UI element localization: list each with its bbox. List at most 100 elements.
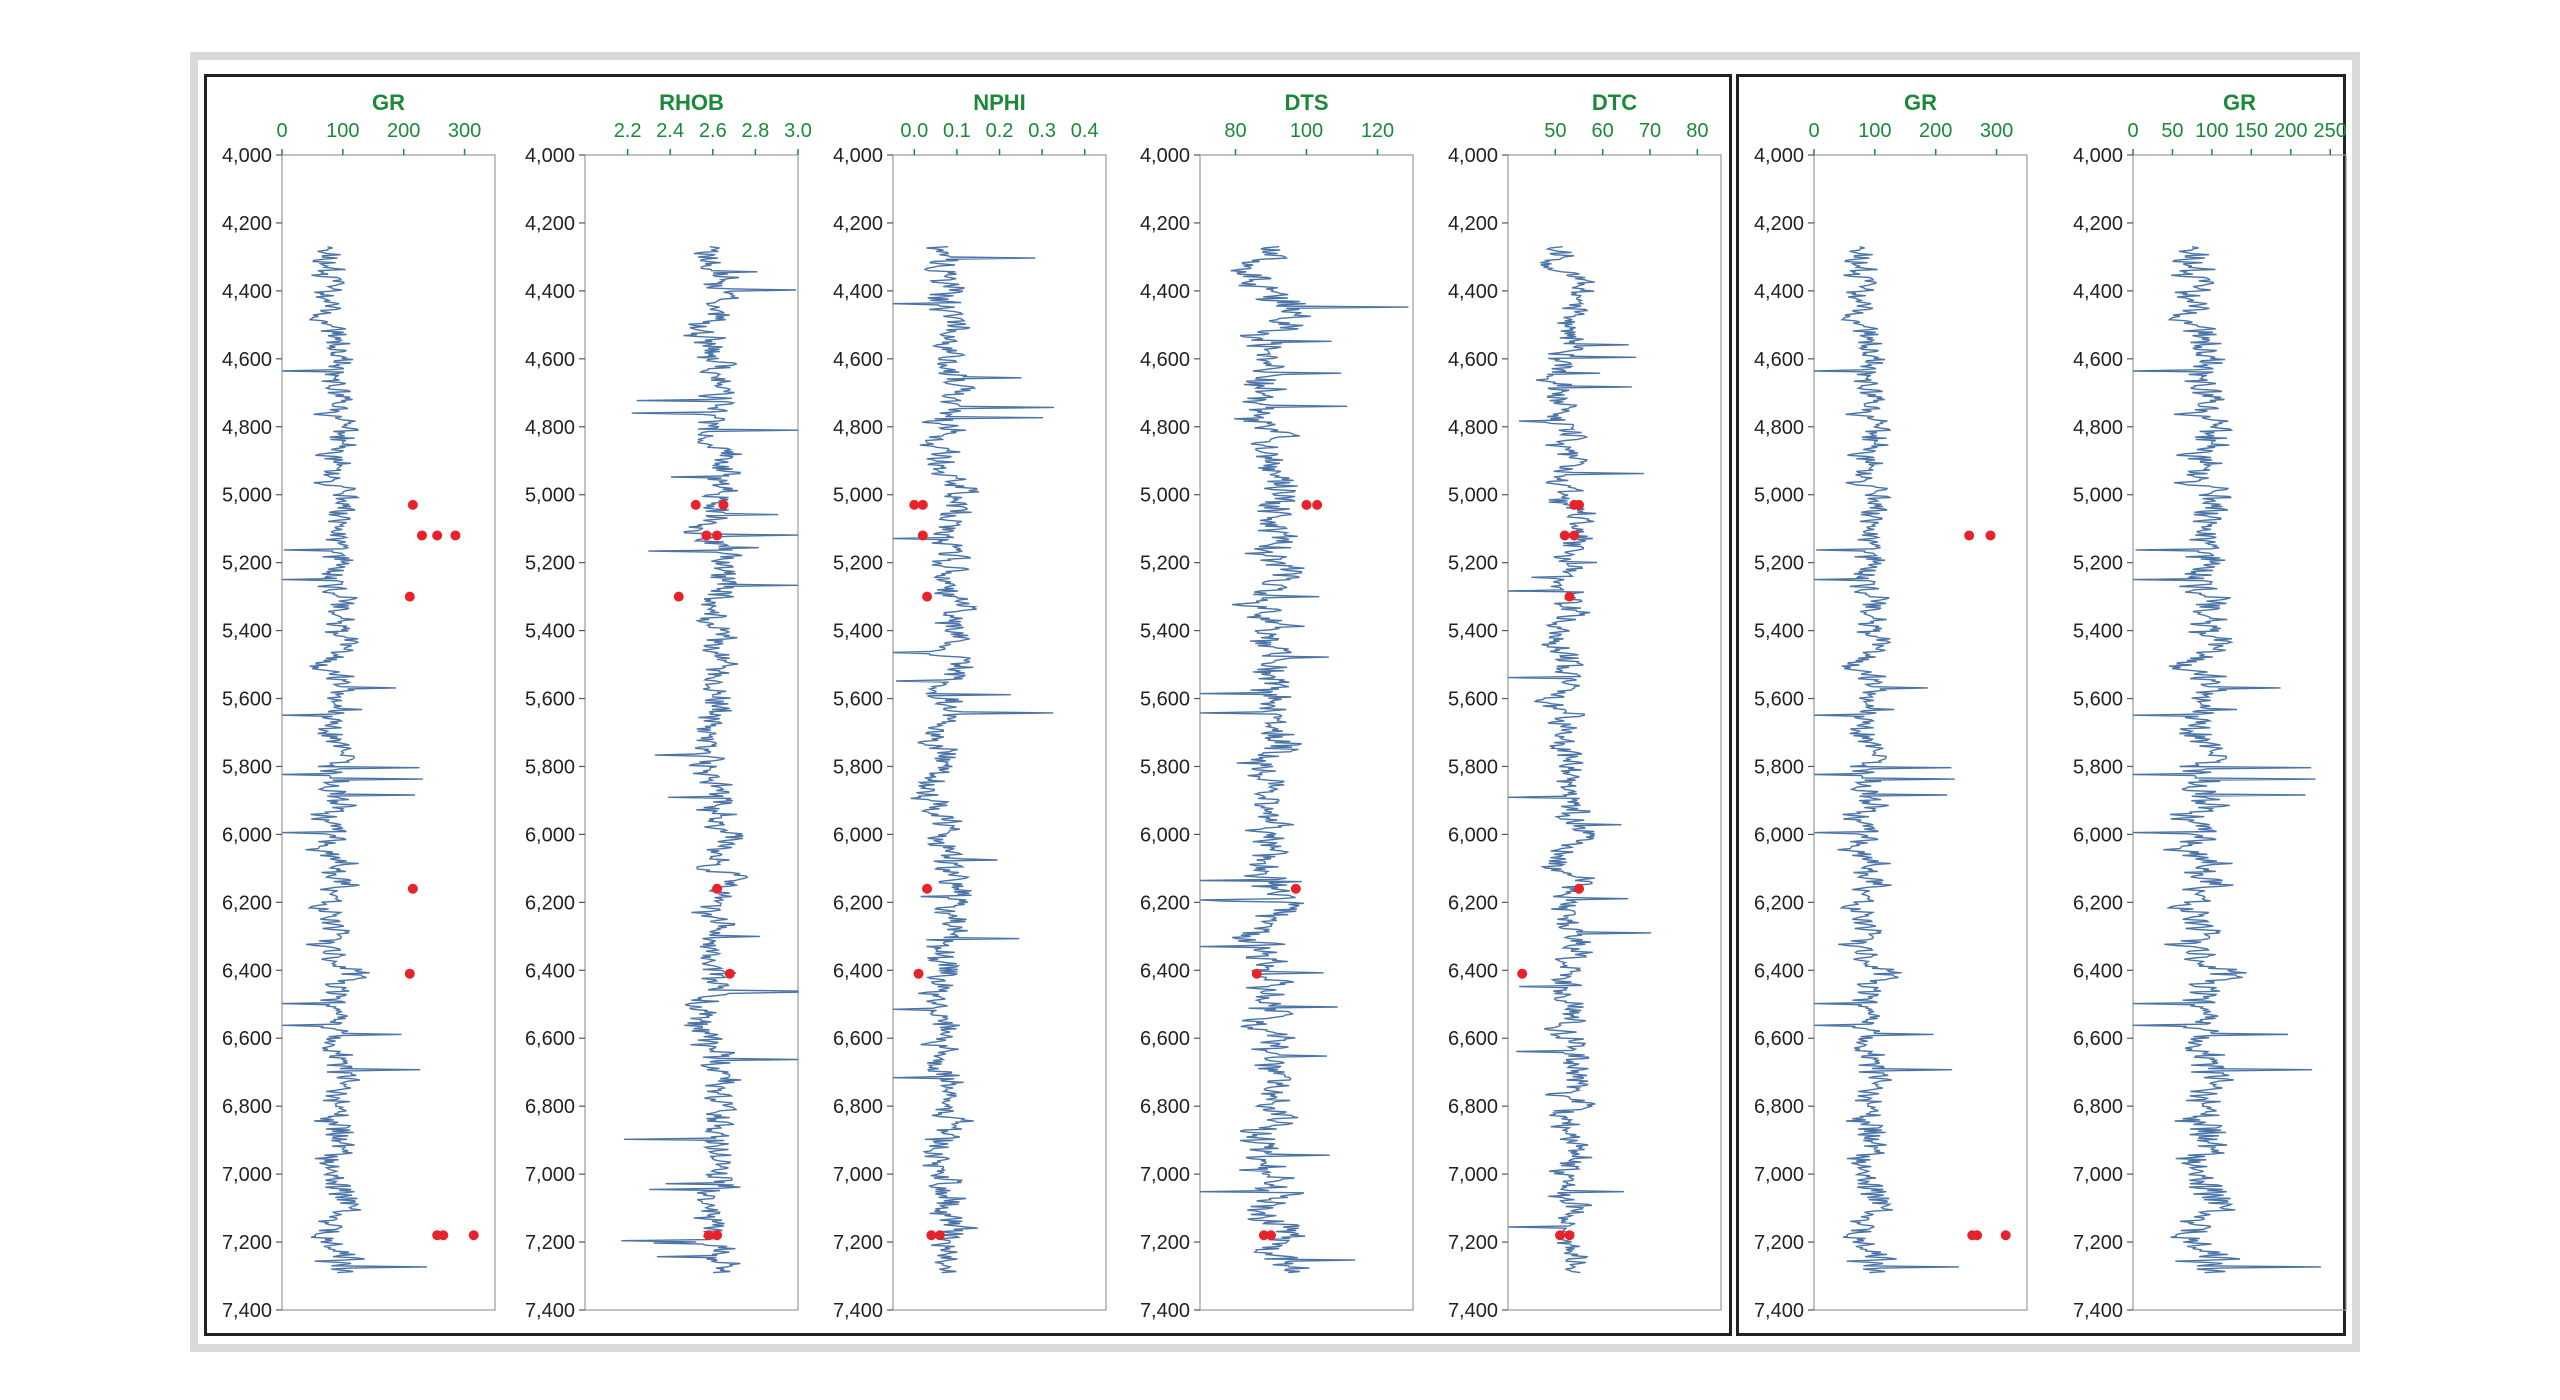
x-tick-label: 2.6 bbox=[699, 120, 727, 142]
depth-tick-label: 6,000 bbox=[833, 824, 883, 846]
depth-tick-label: 7,400 bbox=[1754, 1300, 1804, 1322]
depth-tick-label: 5,600 bbox=[222, 689, 272, 711]
depth-tick-label: 4,200 bbox=[525, 213, 575, 235]
depth-tick-label: 4,200 bbox=[222, 213, 272, 235]
outlier-point bbox=[1569, 530, 1580, 541]
x-tick-label: 100 bbox=[1858, 120, 1891, 142]
outlier-point bbox=[1301, 499, 1312, 510]
track-title: GR bbox=[372, 90, 405, 115]
depth-tick-label: 6,400 bbox=[833, 960, 883, 982]
panel-corrected-gr bbox=[1736, 74, 2346, 1336]
depth-tick-label: 4,800 bbox=[833, 417, 883, 439]
depth-tick-label: 5,200 bbox=[525, 553, 575, 575]
track-title: DTC bbox=[1592, 90, 1637, 115]
depth-tick-label: 7,000 bbox=[525, 1164, 575, 1186]
depth-tick-label: 6,200 bbox=[1448, 892, 1498, 914]
depth-tick-label: 5,800 bbox=[833, 756, 883, 778]
depth-tick-label: 6,200 bbox=[833, 892, 883, 914]
depth-tick-label: 4,000 bbox=[1448, 145, 1498, 167]
outlier-point bbox=[1251, 968, 1262, 979]
depth-tick-label: 4,600 bbox=[525, 349, 575, 371]
depth-tick-label: 7,000 bbox=[1754, 1164, 1804, 1186]
depth-tick-label: 5,200 bbox=[2073, 553, 2123, 575]
depth-tick-label: 5,600 bbox=[833, 689, 883, 711]
depth-tick-label: 5,800 bbox=[222, 756, 272, 778]
x-tick-label: 250 bbox=[2314, 120, 2347, 142]
depth-tick-label: 5,800 bbox=[2073, 756, 2123, 778]
depth-tick-label: 4,800 bbox=[2073, 417, 2123, 439]
x-tick-label: 100 bbox=[326, 120, 359, 142]
x-tick-label: 70 bbox=[1639, 120, 1661, 142]
outlier-point bbox=[1266, 1230, 1276, 1241]
outlier-point bbox=[724, 968, 735, 979]
depth-tick-label: 7,200 bbox=[833, 1232, 883, 1254]
track-frame bbox=[1813, 154, 2028, 1311]
outlier-point bbox=[1574, 883, 1584, 894]
depth-tick-label: 4,400 bbox=[222, 281, 272, 303]
depth-tick-label: 6,600 bbox=[222, 1028, 272, 1050]
depth-tick-label: 4,400 bbox=[1754, 281, 1804, 303]
depth-tick-label: 6,000 bbox=[2073, 824, 2123, 846]
outlier-point bbox=[909, 499, 920, 510]
track-frame bbox=[281, 154, 496, 1311]
x-tick-label: 200 bbox=[1919, 120, 1952, 142]
depth-tick-label: 6,000 bbox=[1140, 824, 1190, 846]
outlier-point bbox=[1290, 883, 1301, 894]
depth-tick-label: 6,800 bbox=[525, 1096, 575, 1118]
depth-tick-label: 5,000 bbox=[222, 485, 272, 507]
x-tick-label: 2.8 bbox=[741, 120, 769, 142]
depth-tick-label: 7,400 bbox=[525, 1300, 575, 1322]
depth-tick-label: 5,600 bbox=[2073, 689, 2123, 711]
x-tick-label: 3.0 bbox=[784, 120, 812, 142]
x-tick-label: 200 bbox=[2274, 120, 2307, 142]
x-tick-label: 0 bbox=[2127, 120, 2138, 142]
outlier-point bbox=[1564, 591, 1575, 602]
outlier-point bbox=[712, 530, 723, 541]
outlier-point bbox=[934, 1230, 945, 1241]
outlier-point bbox=[468, 1230, 479, 1241]
depth-tick-label: 5,400 bbox=[525, 621, 575, 643]
log-curve bbox=[892, 246, 1055, 1274]
depth-tick-label: 5,000 bbox=[1140, 485, 1190, 507]
depth-tick-label: 7,000 bbox=[1140, 1164, 1190, 1186]
outlier-point bbox=[1559, 530, 1570, 541]
outlier-point bbox=[404, 968, 415, 979]
depth-tick-label: 5,400 bbox=[222, 621, 272, 643]
depth-tick-label: 6,200 bbox=[525, 892, 575, 914]
outlier-point bbox=[1574, 499, 1584, 510]
log-curve bbox=[1813, 246, 1960, 1274]
outlier-point bbox=[917, 499, 928, 510]
outlier-point bbox=[1555, 1230, 1566, 1241]
depth-tick-label: 4,600 bbox=[1754, 349, 1804, 371]
depth-tick-label: 4,000 bbox=[525, 145, 575, 167]
depth-tick-label: 5,600 bbox=[1754, 689, 1804, 711]
depth-tick-label: 5,200 bbox=[833, 553, 883, 575]
track-frame bbox=[1199, 154, 1414, 1311]
x-tick-label: 0.1 bbox=[943, 120, 971, 142]
depth-tick-label: 6,400 bbox=[525, 960, 575, 982]
depth-tick-label: 6,600 bbox=[2073, 1028, 2123, 1050]
depth-tick-label: 4,600 bbox=[1448, 349, 1498, 371]
outlier-point bbox=[404, 591, 415, 602]
depth-tick-label: 5,800 bbox=[1140, 756, 1190, 778]
depth-tick-label: 4,800 bbox=[222, 417, 272, 439]
depth-tick-label: 6,400 bbox=[1140, 960, 1190, 982]
outlier-point bbox=[673, 591, 684, 602]
depth-tick-label: 7,400 bbox=[2073, 1300, 2123, 1322]
depth-tick-label: 5,000 bbox=[833, 485, 883, 507]
x-tick-label: 80 bbox=[1686, 120, 1708, 142]
depth-tick-label: 6,600 bbox=[1140, 1028, 1190, 1050]
x-tick-label: 2.2 bbox=[614, 120, 642, 142]
outlier-point bbox=[712, 1230, 723, 1241]
x-tick-label: 150 bbox=[2235, 120, 2268, 142]
log-curve bbox=[1507, 246, 1652, 1274]
outlier-point bbox=[1258, 1230, 1269, 1241]
depth-tick-label: 4,400 bbox=[525, 281, 575, 303]
outlier-point bbox=[1517, 968, 1528, 979]
depth-tick-label: 6,200 bbox=[2073, 892, 2123, 914]
depth-tick-label: 5,400 bbox=[1448, 621, 1498, 643]
x-tick-label: 0.0 bbox=[900, 120, 928, 142]
depth-tick-label: 5,200 bbox=[1448, 553, 1498, 575]
depth-tick-label: 6,600 bbox=[1448, 1028, 1498, 1050]
depth-tick-label: 7,000 bbox=[2073, 1164, 2123, 1186]
